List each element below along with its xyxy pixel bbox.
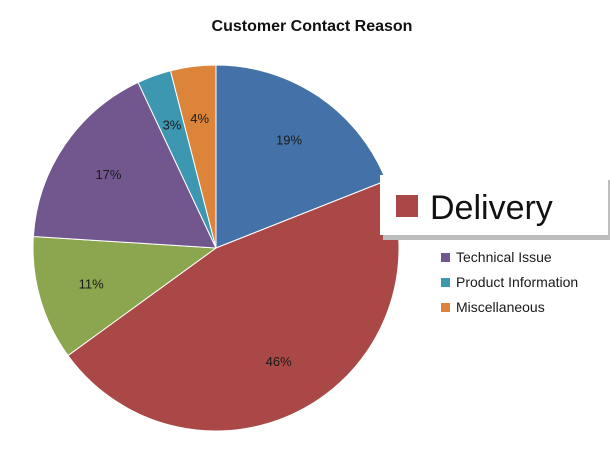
slice-label-technical-issue: 17%	[95, 167, 121, 182]
chart-title: Customer Contact Reason	[212, 18, 413, 35]
slice-label-billing: 19%	[276, 132, 302, 147]
legend-swatch-technical-issue	[441, 253, 450, 262]
slice-labels: 19% 46% 11% 17% 3% 4%	[79, 111, 303, 369]
tooltip-swatch	[396, 195, 418, 217]
pie-slice-billing	[215, 64, 387, 249]
legend-label-product-information: Product Information	[456, 274, 578, 290]
legend-swatch-product-information	[441, 278, 450, 287]
pie-slice-order-fulfillment	[32, 235, 218, 357]
legend-label-miscellaneous: Miscellaneous	[456, 299, 545, 315]
slice-label-order-fulfillment: 11%	[79, 276, 104, 291]
legend-swatch-miscellaneous	[441, 303, 450, 312]
legend-label-technical-issue: Technical Issue	[456, 249, 552, 265]
slice-label-product-information: 3%	[163, 118, 182, 133]
pie-slice-delivery	[67, 179, 400, 432]
pie-slice-technical-issue	[32, 81, 217, 249]
tooltip: Delivery	[380, 175, 610, 240]
tooltip-label: Delivery	[430, 189, 553, 227]
slice-label-delivery: 46%	[266, 354, 292, 369]
pie-slices	[32, 64, 400, 432]
slice-label-miscellaneous: 4%	[190, 111, 209, 126]
pie-slice-miscellaneous	[169, 64, 217, 249]
